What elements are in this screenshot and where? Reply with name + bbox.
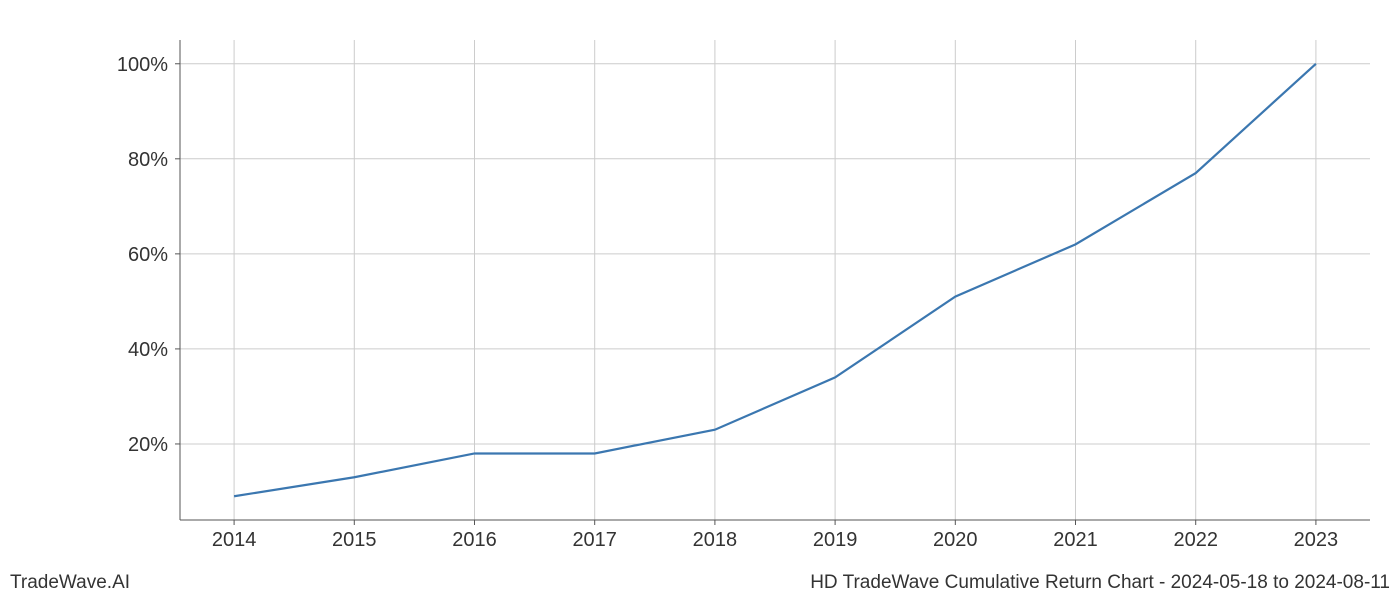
y-tick-label: 60% [128, 244, 168, 266]
x-tick-label: 2015 [332, 529, 377, 551]
x-tick-label: 2019 [813, 529, 858, 551]
footer: TradeWave.AI HD TradeWave Cumulative Ret… [0, 572, 1400, 594]
x-tick-label: 2018 [693, 529, 738, 551]
footer-caption: HD TradeWave Cumulative Return Chart - 2… [810, 572, 1390, 594]
y-tick-label: 40% [128, 339, 168, 361]
x-tick-label: 2014 [212, 529, 257, 551]
x-tick-label: 2023 [1294, 529, 1339, 551]
x-tick-label: 2021 [1053, 529, 1098, 551]
y-tick-label: 80% [128, 149, 168, 171]
y-tick-label: 100% [117, 54, 168, 76]
y-tick-label: 20% [128, 434, 168, 456]
line-chart: 2014 2015 2016 2017 2018 2019 2020 2021 2022 2023… [0, 0, 1400, 600]
x-tick-label: 2022 [1173, 529, 1218, 551]
x-tick-label: 2020 [933, 529, 978, 551]
x-tick-label: 2016 [452, 529, 497, 551]
chart-container: 2014 2015 2016 2017 2018 2019 2020 2021 2022 2023… [0, 0, 1400, 600]
x-tick-label: 2017 [572, 529, 617, 551]
footer-brand: TradeWave.AI [10, 572, 130, 594]
